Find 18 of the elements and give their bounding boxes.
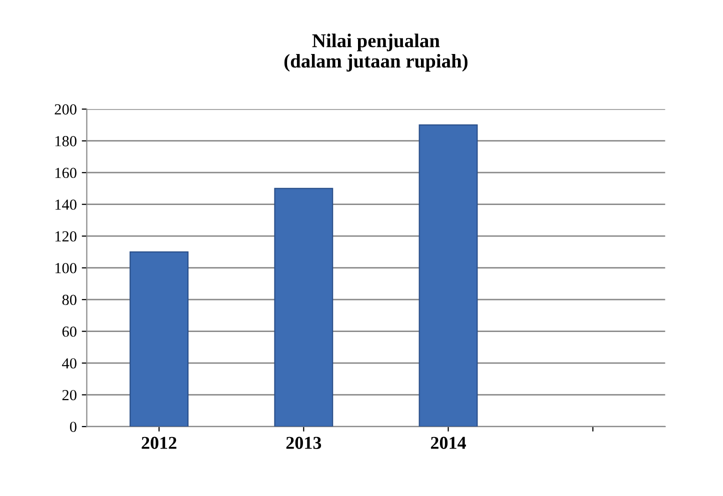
chart-title: Nilai penjualan (dalam jutaan rupiah): [284, 34, 468, 72]
y-tick-label: 160: [55, 168, 76, 178]
y-tick-label: 120: [55, 231, 76, 242]
y-tick-label: 0: [70, 422, 76, 432]
y-tick-label: 200: [54, 104, 76, 115]
y-tick-label: 140: [55, 199, 76, 210]
bar: [130, 251, 189, 427]
x-tick-label: 2012: [142, 436, 176, 449]
y-tick-label: 100: [55, 262, 76, 274]
y-tick-label: 20: [62, 390, 76, 400]
y-tick-label: 80: [62, 294, 76, 306]
bar: [274, 188, 334, 427]
x-tick-label: 2014: [430, 436, 466, 449]
x-tick-label: 2013: [286, 436, 322, 449]
y-tick-label: 60: [62, 326, 76, 337]
bar: [418, 124, 478, 427]
y-tick-label: 180: [55, 136, 76, 146]
y-tick-label: 40: [62, 358, 76, 369]
